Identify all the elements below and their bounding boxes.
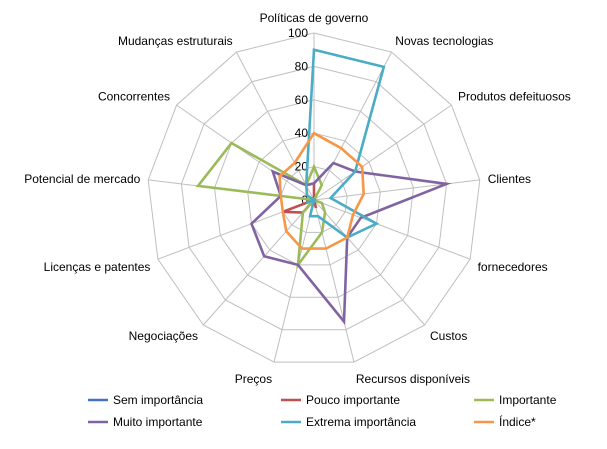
grid-spoke-1 — [313, 51, 393, 201]
grid-spoke-4 — [313, 199, 471, 260]
grid-spoke-11 — [176, 104, 315, 201]
tick-label: 40 — [295, 126, 309, 140]
grid-spoke-12 — [235, 51, 315, 201]
category-label: Potencial de mercado — [24, 172, 140, 186]
legend-label: Pouco importante — [306, 393, 400, 407]
category-label: fornecedores — [478, 260, 548, 274]
legend: Sem importância Pouco importante Important… — [88, 393, 557, 429]
category-label: Novas tecnologias — [395, 34, 493, 48]
category-label: Concorrentes — [98, 90, 170, 104]
grid-ring-40 — [247, 132, 381, 266]
category-label: Produtos defeituosos — [458, 90, 571, 104]
tick-label: 80 — [295, 59, 309, 73]
series-line-4 — [304, 48, 386, 240]
category-label: Custos — [430, 329, 467, 343]
grid-layer — [147, 32, 481, 363]
category-layer: Políticas de governo Novas tecnologias Pro… — [24, 11, 571, 386]
grid-spoke-7 — [273, 199, 315, 363]
category-label: Negociações — [129, 329, 198, 343]
grid-spoke-5 — [313, 199, 426, 326]
series-line-3 — [249, 161, 452, 326]
tick-label: 100 — [288, 26, 308, 40]
tick-label: 20 — [295, 160, 309, 174]
grid-spoke-6 — [313, 199, 355, 363]
legend-label: Muito importante — [113, 415, 203, 429]
legend-label: Extrema importância — [306, 415, 416, 429]
tick-label: 60 — [295, 93, 309, 107]
category-label: Clientes — [488, 172, 531, 186]
grid-spoke-8 — [202, 199, 315, 326]
legend-label: Sem importância — [113, 393, 203, 407]
series-layer — [195, 48, 452, 326]
legend-label: Índice* — [499, 414, 536, 429]
grid-spoke-2 — [313, 104, 452, 201]
grid-spoke-3 — [313, 179, 480, 201]
category-label: Políticas de governo — [260, 11, 369, 25]
category-label: Recursos disponíveis — [356, 372, 470, 386]
grid-ring-100 — [147, 32, 481, 363]
series-line-5 — [278, 131, 366, 250]
legend-label: Importante — [499, 393, 557, 407]
category-label: Preços — [235, 372, 272, 386]
grid-ring-80 — [180, 65, 448, 331]
category-label: Mudanças estruturais — [118, 34, 233, 48]
grid-ring-60 — [213, 99, 415, 298]
category-label: Licenças e patentes — [44, 260, 151, 274]
